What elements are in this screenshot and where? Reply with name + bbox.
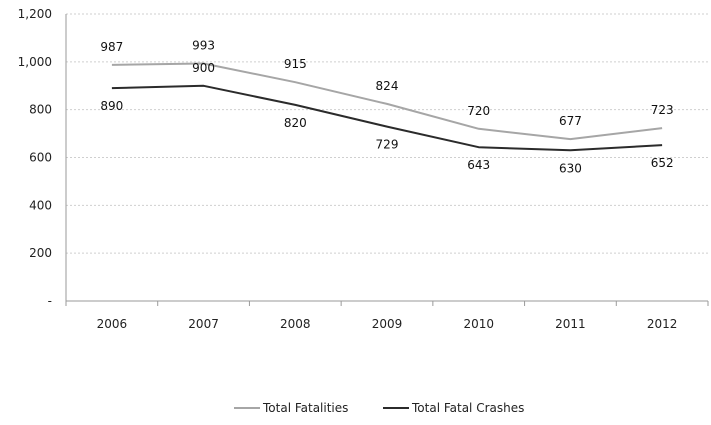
data-label: 729 [376, 138, 399, 152]
data-label: 630 [559, 161, 582, 175]
x-axis-tick-labels: 2006 2007 2008 2009 2010 2011 2012 [97, 317, 678, 331]
y-tick-label: 800 [29, 103, 52, 117]
y-tick-label: 200 [29, 246, 52, 260]
y-tick-label: 1,000 [18, 55, 52, 69]
y-axis-tick-labels: - 200 400 600 800 1,000 1,200 [18, 7, 52, 308]
y-tick-label: 600 [29, 151, 52, 165]
series-line-total-fatalities [111, 62, 663, 141]
data-label: 723 [651, 103, 674, 117]
x-tick-label: 2007 [188, 317, 219, 331]
grid-lines [66, 13, 708, 254]
legend-label: Total Fatalities [262, 401, 348, 415]
data-label: 820 [284, 116, 307, 130]
series-lines [111, 62, 663, 152]
data-labels: 987 993 915 824 720 677 723 890 900 820 729 643 630 6… [100, 39, 673, 176]
data-label: 677 [559, 114, 582, 128]
data-label: 643 [467, 158, 490, 172]
data-label: 652 [651, 156, 674, 170]
y-tick-label: - [48, 294, 52, 308]
axes [65, 14, 709, 306]
data-label: 720 [467, 104, 490, 118]
data-label: 993 [192, 39, 215, 53]
x-tick-label: 2008 [280, 317, 311, 331]
data-label: 915 [284, 57, 307, 71]
x-tick-label: 2011 [555, 317, 586, 331]
data-label: 890 [100, 99, 123, 113]
y-tick-label: 400 [29, 198, 52, 212]
x-tick-label: 2010 [463, 317, 494, 331]
data-label: 824 [376, 79, 399, 93]
data-label: 987 [100, 40, 123, 54]
y-tick-label: 1,200 [18, 7, 52, 21]
x-tick-label: 2006 [97, 317, 128, 331]
series-line-total-fatal-crashes [111, 84, 663, 152]
legend-label: Total Fatal Crashes [411, 401, 524, 415]
data-label: 900 [192, 61, 215, 75]
x-tick-label: 2012 [647, 317, 678, 331]
x-tick-label: 2009 [372, 317, 403, 331]
legend: Total Fatalities Total Fatal Crashes [234, 401, 524, 415]
